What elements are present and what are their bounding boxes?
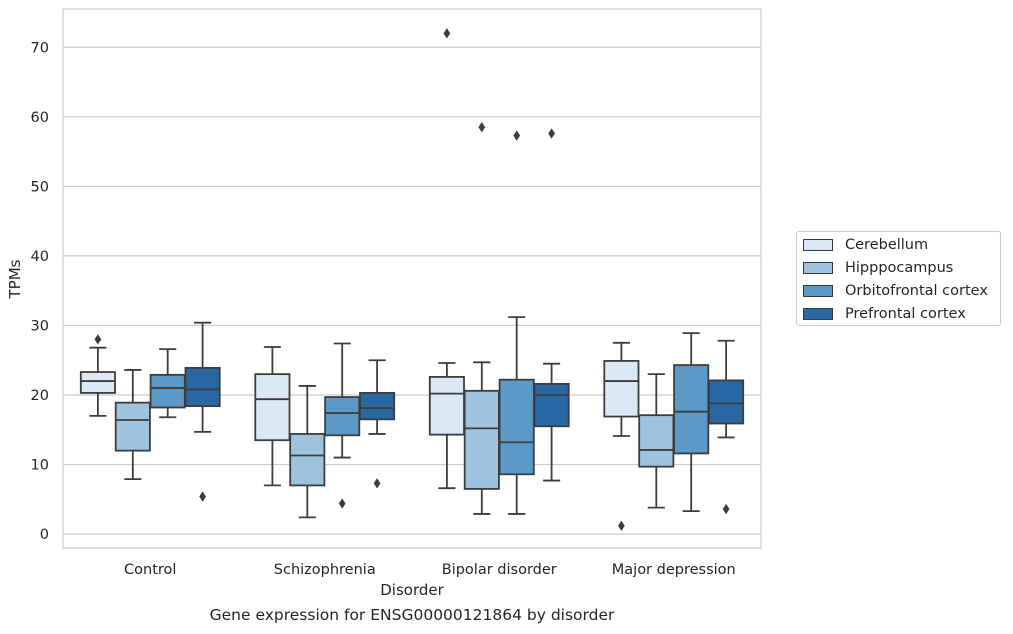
box	[463, 122, 500, 515]
plot-frame	[62, 8, 762, 549]
outlier-point	[478, 122, 486, 133]
y-tick-label: 60	[31, 110, 49, 126]
legend-item-prefrontal-cortex: Prefrontal cortex	[803, 304, 966, 324]
outlier-point	[443, 28, 451, 39]
outlier-point	[94, 334, 102, 345]
box-series	[79, 28, 745, 531]
outlier-point	[618, 520, 625, 531]
box	[254, 346, 291, 487]
x-tick-label: Major depression	[612, 562, 736, 578]
box	[184, 321, 221, 502]
x-tick-label: Schizophrenia	[274, 562, 376, 578]
box-body	[673, 364, 710, 455]
box	[324, 342, 361, 509]
box-body	[184, 366, 221, 408]
legend-swatch	[803, 262, 833, 274]
legend-item-cerebellum: Cerebellum	[803, 235, 928, 255]
box-body	[638, 414, 675, 468]
box-body	[324, 396, 361, 437]
chart-caption: Gene expression for ENSG00000121864 by d…	[209, 606, 615, 624]
box	[533, 128, 570, 482]
box-body	[79, 371, 116, 394]
legend-item-hipppocampus: Hipppocampus	[803, 258, 953, 278]
box-body	[708, 379, 745, 425]
outlier-point	[548, 128, 555, 139]
legend: Cerebellum Hipppocampus Orbitofrontal co…	[796, 231, 1001, 326]
box	[359, 359, 396, 489]
x-axis-ticks: Control Schizophrenia Bipolar disorder Majo…	[124, 562, 736, 578]
y-tick-label: 10	[31, 458, 49, 474]
box	[638, 373, 675, 509]
box-body	[603, 360, 640, 418]
y-tick-label: 0	[40, 527, 49, 543]
box	[603, 341, 640, 531]
box-body	[498, 378, 535, 476]
box-body	[289, 433, 326, 487]
box-body	[428, 376, 465, 436]
box-body	[533, 382, 570, 428]
box	[149, 348, 186, 419]
outlier-point	[513, 130, 521, 141]
outlier-point	[338, 498, 346, 509]
y-tick-label: 70	[31, 40, 49, 56]
legend-label: Prefrontal cortex	[845, 306, 966, 322]
y-axis-ticks: 0 10 20 30 40 50 60 70	[31, 40, 49, 543]
x-tick-label: Control	[124, 562, 176, 578]
y-axis-label: TPMs	[6, 259, 24, 299]
box-body	[463, 389, 500, 490]
box	[673, 332, 710, 513]
box	[708, 339, 745, 515]
y-tick-label: 30	[31, 318, 49, 334]
box-body	[254, 373, 291, 442]
legend-item-orbitofrontal-cortex: Orbitofrontal cortex	[803, 281, 988, 301]
box-body	[359, 392, 396, 421]
box	[114, 369, 151, 481]
x-axis-label: Disorder	[380, 581, 444, 599]
y-tick-label: 40	[31, 249, 49, 265]
box-body	[149, 373, 186, 409]
legend-swatch	[803, 308, 833, 320]
box	[498, 130, 535, 515]
legend-swatch	[803, 239, 833, 251]
box-body	[114, 401, 151, 452]
legend-label: Cerebellum	[845, 237, 929, 253]
outlier-point	[722, 503, 730, 515]
box	[79, 334, 116, 417]
x-tick-label: Bipolar disorder	[442, 562, 557, 578]
box	[428, 28, 465, 490]
outlier-point	[199, 491, 206, 502]
y-tick-label: 50	[31, 179, 49, 195]
box	[289, 385, 326, 519]
legend-label: Orbitofrontal cortex	[845, 283, 988, 299]
outlier-point	[373, 478, 381, 489]
legend-swatch	[803, 285, 833, 297]
legend-label: Hipppocampus	[845, 260, 954, 276]
y-tick-label: 20	[31, 388, 49, 404]
